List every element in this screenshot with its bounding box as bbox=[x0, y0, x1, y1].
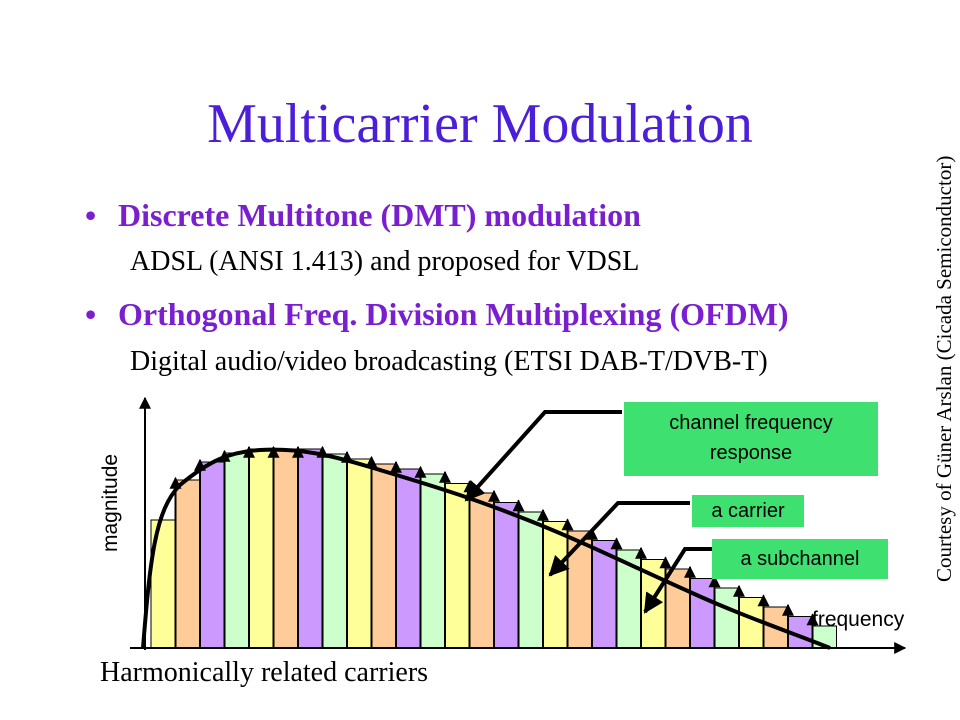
subchannel-bar bbox=[567, 530, 592, 649]
subchannel-bar bbox=[469, 492, 494, 649]
subchannel-bar bbox=[322, 453, 347, 649]
subchannel-bar bbox=[273, 448, 298, 649]
bullet-dmt-heading: Discrete Multitone (DMT) modulation bbox=[118, 197, 641, 233]
subchannel-bar bbox=[175, 479, 200, 649]
subchannel-bars bbox=[150, 448, 837, 649]
carrier-callout: a carrier bbox=[692, 495, 804, 527]
subchannel-bar bbox=[420, 473, 445, 649]
channel-response-callout: channel frequency response bbox=[624, 402, 878, 476]
x-axis-label: frequency bbox=[812, 608, 905, 631]
subchannel-bar bbox=[248, 448, 274, 649]
subchannel-bar bbox=[224, 452, 249, 649]
carrier-pointer bbox=[548, 501, 690, 577]
bullet-ofdm-heading: Orthogonal Freq. Division Multiplexing (… bbox=[118, 296, 789, 332]
bullet-ofdm-detail: Digital audio/video broadcasting (ETSI D… bbox=[130, 346, 768, 377]
bullet-dmt-detail: ADSL (ANSI 1.413) and proposed for VDSL bbox=[130, 246, 640, 277]
response-pointer bbox=[464, 410, 622, 502]
bullet-dmt: • Discrete Multitone (DMT) modulation bbox=[85, 197, 641, 234]
subchannel-bar bbox=[444, 483, 470, 649]
callout-response-line1: channel frequency bbox=[669, 412, 833, 434]
subchannel-bar bbox=[542, 521, 568, 649]
subchannel-bar bbox=[714, 587, 739, 649]
slide-title: Multicarrier Modulation bbox=[207, 93, 753, 155]
y-axis-label: magnitude bbox=[99, 453, 122, 552]
bullet-dot-icon: • bbox=[85, 197, 97, 233]
subchannel-bar bbox=[395, 468, 421, 649]
subchannel-bar bbox=[518, 511, 543, 649]
subchannel-bar bbox=[689, 578, 715, 649]
subchannel-callout: a subchannel bbox=[712, 539, 888, 579]
carrier-arrows bbox=[169, 445, 819, 648]
bullet-dot-icon: • bbox=[85, 296, 97, 332]
subchannel-bar bbox=[346, 458, 372, 649]
figure-caption: Harmonically related carriers bbox=[100, 657, 429, 688]
bullet-ofdm: • Orthogonal Freq. Division Multiplexing… bbox=[85, 296, 789, 333]
subchannel-bar bbox=[371, 463, 396, 649]
subchannel-bar bbox=[297, 448, 323, 649]
callout-response-line2: response bbox=[709, 442, 793, 464]
subchannel-bar bbox=[199, 461, 225, 649]
subchannel-bar bbox=[493, 502, 519, 649]
subchannel-pointer bbox=[643, 547, 712, 614]
